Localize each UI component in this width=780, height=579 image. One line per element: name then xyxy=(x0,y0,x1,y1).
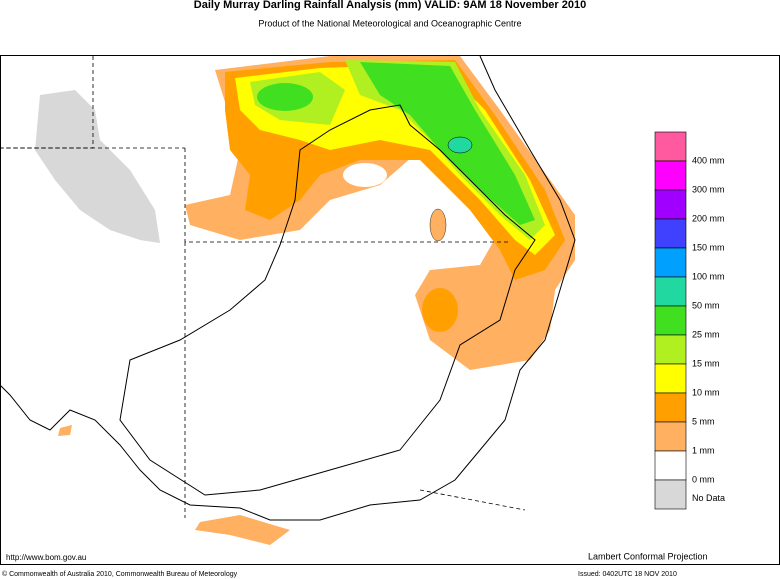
copyright: © Commonwealth of Australia 2010, Common… xyxy=(2,570,238,578)
legend-label: 200 mm xyxy=(692,213,725,223)
rain-1mm-patch xyxy=(429,208,447,242)
rain-25mm-west xyxy=(257,83,313,111)
rain-50mm xyxy=(447,136,473,154)
subtitle: Product of the National Meteorological a… xyxy=(258,18,521,28)
legend-swatch xyxy=(654,421,687,452)
basin-boundary xyxy=(119,104,536,496)
legend-label: 0 mm xyxy=(692,474,715,484)
legend-swatch xyxy=(654,363,687,394)
legend-label: 150 mm xyxy=(692,242,725,252)
legend: 400 mm 300 mm 200 mm 150 mm 100 mm 50 mm 25 mm… xyxy=(654,131,725,510)
legend-label: 5 mm xyxy=(692,416,715,426)
title: Daily Murray Darling Rainfall Analysis (… xyxy=(194,0,586,11)
projection: Lambert Conformal Projection xyxy=(588,551,708,561)
legend-swatch xyxy=(654,131,687,162)
legend-label: 1 mm xyxy=(692,445,715,455)
rain-5mm-inland xyxy=(422,288,458,332)
dry-patch xyxy=(343,163,387,187)
map xyxy=(0,55,576,545)
rain-1mm-coast xyxy=(58,425,72,436)
rain-1mm-south xyxy=(195,515,290,545)
legend-swatch xyxy=(654,218,687,249)
legend-swatch xyxy=(654,305,687,336)
legend-label: 50 mm xyxy=(692,300,720,310)
legend-label: 10 mm xyxy=(692,387,720,397)
legend-swatch xyxy=(654,276,687,307)
legend-swatch xyxy=(654,160,687,191)
legend-swatch xyxy=(654,247,687,278)
legend-label: No Data xyxy=(692,493,725,503)
coastline xyxy=(0,55,576,521)
url: http://www.bom.gov.au xyxy=(6,553,86,562)
legend-label: 15 mm xyxy=(692,358,720,368)
legend-label: 300 mm xyxy=(692,184,725,194)
legend-label: 100 mm xyxy=(692,271,725,281)
legend-swatch xyxy=(654,334,687,365)
legend-swatch xyxy=(654,450,687,481)
rain-25mm xyxy=(360,62,535,225)
no-data-area xyxy=(35,90,160,243)
legend-swatch xyxy=(654,479,687,510)
legend-label: 25 mm xyxy=(692,329,720,339)
issued: Issued: 0402UTC 18 NOV 2010 xyxy=(578,571,677,578)
legend-swatch xyxy=(654,189,687,220)
legend-label: 400 mm xyxy=(692,155,725,165)
legend-swatch xyxy=(654,392,687,423)
